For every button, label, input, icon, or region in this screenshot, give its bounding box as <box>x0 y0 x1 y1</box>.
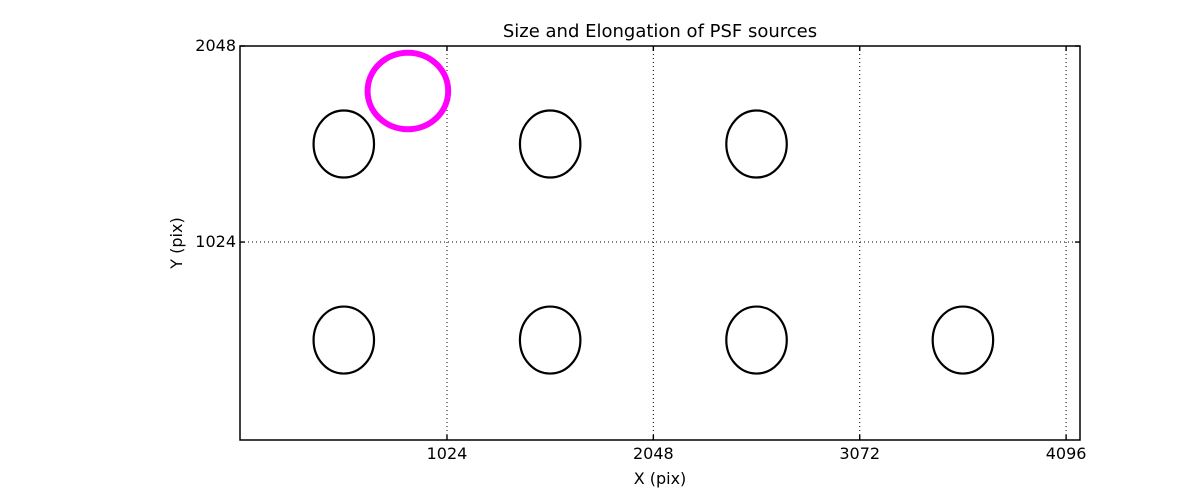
psf-source-ellipse <box>312 305 376 375</box>
psf-source-ellipse <box>518 109 582 179</box>
y-tick-label: 1024 <box>195 232 236 252</box>
x-tick-label: 1024 <box>426 444 468 463</box>
x-axis-label: X (pix) <box>633 469 687 488</box>
chart-title: Size and Elongation of PSF sources <box>502 21 818 42</box>
psf-source-ellipse <box>725 109 788 179</box>
psf-source-ellipse <box>312 109 376 179</box>
highlighted-source-ellipse <box>364 49 452 133</box>
x-tick-label: 4096 <box>1045 444 1087 463</box>
psf-source-ellipse <box>931 305 995 375</box>
y-tick-label: 2048 <box>195 36 236 55</box>
plot-border <box>239 45 1081 441</box>
psf-source-ellipse <box>725 305 788 375</box>
x-tick-label: 3072 <box>839 444 881 463</box>
psf-source-ellipse <box>518 305 582 375</box>
x-tick-label: 2048 <box>632 444 674 463</box>
